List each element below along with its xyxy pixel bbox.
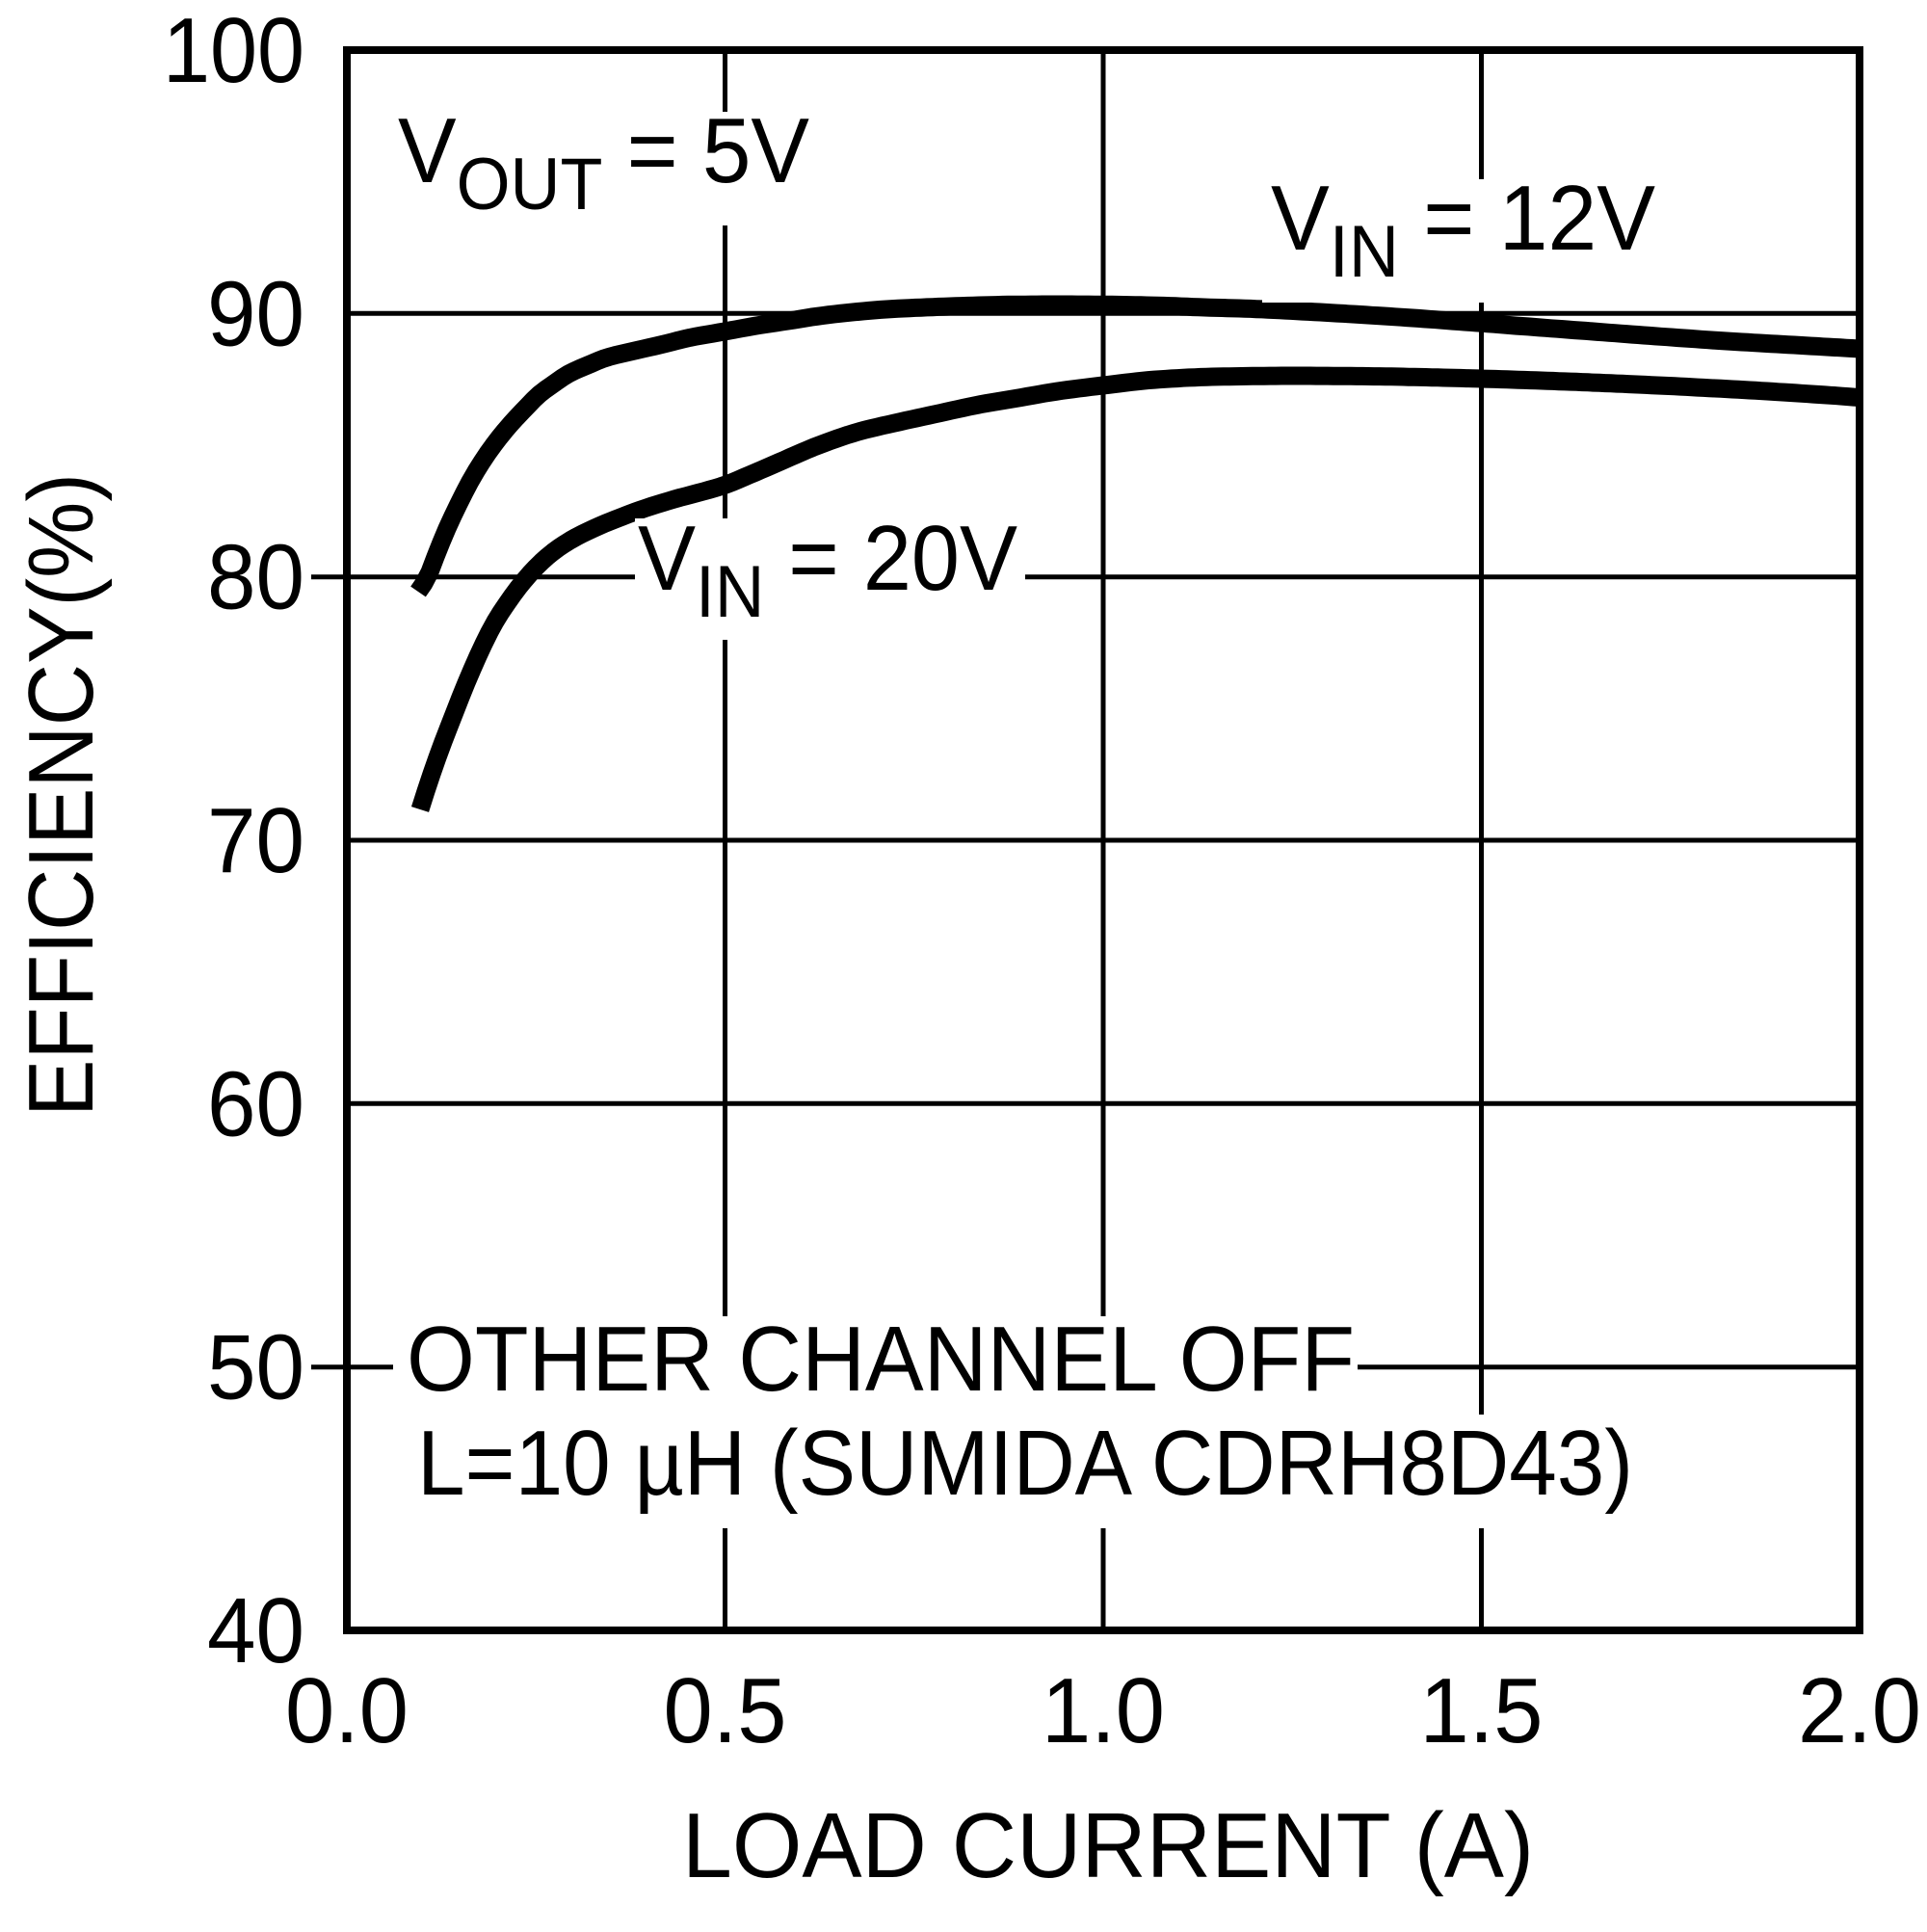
svg-text:90: 90	[207, 262, 304, 365]
svg-text:EFFICIENCY(%): EFFICIENCY(%)	[10, 473, 113, 1117]
svg-text:70: 70	[207, 789, 304, 892]
svg-text:1.5: 1.5	[1420, 1659, 1544, 1762]
svg-text:50: 50	[207, 1316, 304, 1419]
svg-text:0.5: 0.5	[664, 1659, 787, 1762]
svg-text:1.0: 1.0	[1042, 1659, 1165, 1762]
svg-text:OTHER CHANNEL OFF: OTHER CHANNEL OFF	[407, 1308, 1355, 1411]
svg-text:60: 60	[207, 1052, 304, 1155]
svg-text:100: 100	[163, 0, 304, 102]
svg-text:2.0: 2.0	[1798, 1659, 1921, 1762]
svg-text:40: 40	[207, 1579, 304, 1682]
svg-text:L=10 µH (SUMIDA CDRH8D43): L=10 µH (SUMIDA CDRH8D43)	[417, 1412, 1633, 1515]
svg-text:0.0: 0.0	[285, 1659, 409, 1762]
svg-text:80: 80	[207, 526, 304, 629]
svg-text:LOAD CURRENT (A): LOAD CURRENT (A)	[682, 1794, 1534, 1897]
